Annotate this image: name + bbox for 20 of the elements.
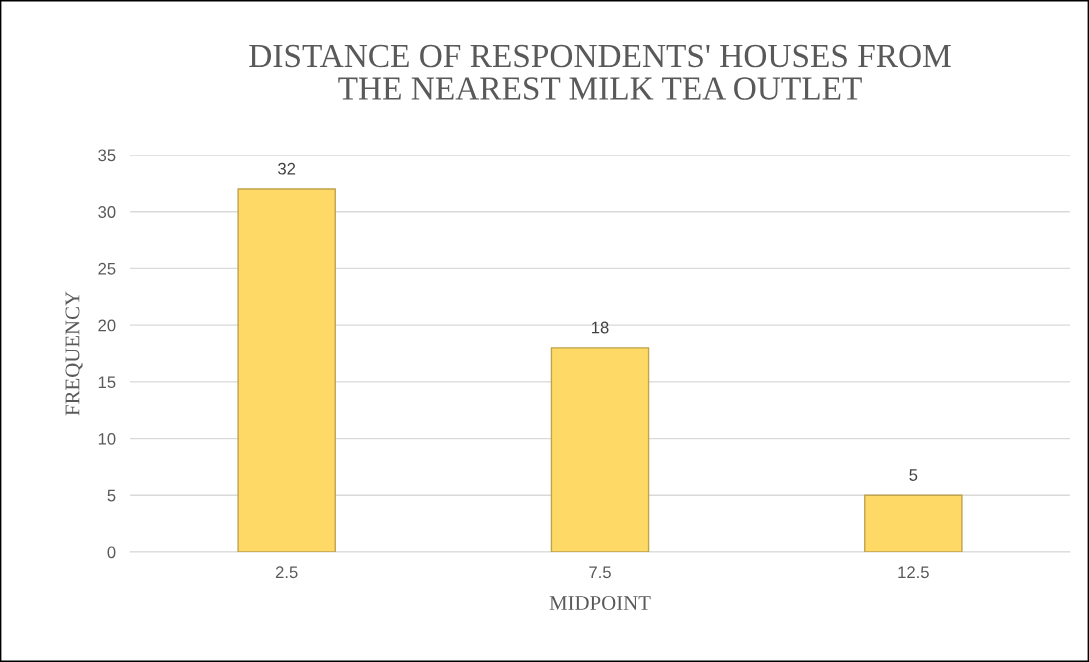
data-label: 32 — [278, 162, 296, 175]
y-tick-label: 35 — [98, 149, 116, 162]
x-tick-label: 2.5 — [275, 566, 298, 579]
bar — [237, 188, 336, 552]
y-tick-label: 20 — [98, 319, 116, 332]
x-tick-label: 12.5 — [898, 566, 929, 579]
x-tick-label: 7.5 — [589, 566, 611, 579]
y-tick-label: 15 — [98, 376, 116, 389]
data-label: 5 — [909, 469, 918, 481]
y-tick-label: 25 — [98, 262, 116, 275]
y-tick-label: 30 — [98, 206, 116, 218]
y-axis-title: FREQUENCY — [65, 291, 83, 416]
x-axis-title: MIDPOINT — [549, 595, 651, 610]
bar — [864, 494, 963, 552]
data-label: 18 — [592, 321, 609, 334]
y-tick-label: 5 — [107, 489, 116, 502]
bar — [550, 347, 650, 552]
y-tick-label: 0 — [107, 546, 116, 559]
y-tick-label: 10 — [98, 432, 116, 445]
chart-title: DISTANCE OF RESPONDENTS' HOUSES FROM THE NEAREST MILK TEA OUTLET — [249, 44, 951, 100]
